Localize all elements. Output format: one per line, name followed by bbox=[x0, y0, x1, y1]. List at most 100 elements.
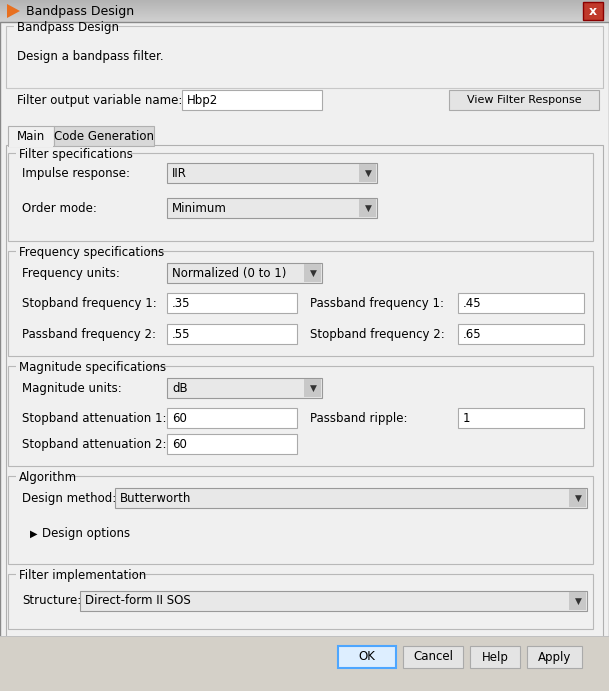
Text: .65: .65 bbox=[463, 328, 482, 341]
Bar bbox=[403, 646, 463, 668]
Text: Normalized (0 to 1): Normalized (0 to 1) bbox=[172, 267, 286, 279]
Text: Cancel: Cancel bbox=[413, 650, 453, 663]
Text: Frequency units:: Frequency units: bbox=[22, 267, 120, 279]
Text: ▼: ▼ bbox=[574, 493, 582, 502]
Bar bbox=[80, 591, 587, 611]
Bar bbox=[0, 1, 609, 2]
Text: Minimum: Minimum bbox=[172, 202, 227, 214]
Text: ▶: ▶ bbox=[30, 529, 38, 539]
Bar bbox=[0, 14, 609, 15]
Bar bbox=[0, 4, 609, 5]
Bar bbox=[0, 636, 609, 637]
Bar bbox=[470, 646, 520, 668]
Bar bbox=[569, 592, 586, 610]
Text: ▼: ▼ bbox=[365, 204, 371, 213]
Text: Stopband attenuation 2:: Stopband attenuation 2: bbox=[22, 437, 166, 451]
Text: Design options: Design options bbox=[42, 527, 130, 540]
Text: .35: .35 bbox=[172, 296, 191, 310]
Text: Stopband frequency 1:: Stopband frequency 1: bbox=[22, 296, 157, 310]
Bar bbox=[0, 19, 609, 20]
Bar bbox=[167, 263, 322, 283]
Bar bbox=[458, 324, 584, 344]
Bar bbox=[16, 152, 131, 155]
Text: .55: .55 bbox=[172, 328, 191, 341]
Bar bbox=[167, 434, 297, 454]
Bar bbox=[8, 366, 593, 466]
Text: ▼: ▼ bbox=[574, 596, 582, 605]
Text: Passband frequency 2:: Passband frequency 2: bbox=[22, 328, 156, 341]
Text: Main: Main bbox=[17, 129, 45, 142]
Bar bbox=[0, 16, 609, 17]
Text: OK: OK bbox=[359, 650, 375, 663]
Bar bbox=[16, 250, 147, 253]
Text: Passband ripple:: Passband ripple: bbox=[310, 412, 407, 424]
Bar bbox=[8, 126, 54, 146]
Text: Algorithm: Algorithm bbox=[19, 471, 77, 484]
Bar bbox=[304, 264, 321, 282]
Text: Bandpass Design: Bandpass Design bbox=[26, 5, 134, 17]
Bar bbox=[0, 8, 609, 9]
Bar bbox=[167, 293, 297, 313]
Bar bbox=[359, 199, 376, 217]
Text: .45: .45 bbox=[463, 296, 482, 310]
Bar bbox=[0, 17, 609, 18]
Bar bbox=[8, 476, 593, 564]
Bar bbox=[167, 198, 377, 218]
Bar bbox=[458, 408, 584, 428]
Text: 60: 60 bbox=[172, 437, 187, 451]
Bar bbox=[0, 18, 609, 19]
Bar bbox=[16, 475, 69, 478]
Bar bbox=[449, 90, 599, 110]
Bar bbox=[0, 13, 609, 14]
Text: Order mode:: Order mode: bbox=[22, 202, 97, 214]
Text: ▼: ▼ bbox=[309, 269, 317, 278]
Bar bbox=[167, 163, 377, 183]
Text: Filter specifications: Filter specifications bbox=[19, 147, 133, 160]
Bar bbox=[8, 251, 593, 356]
Text: Hbp2: Hbp2 bbox=[187, 93, 218, 106]
Text: Impulse response:: Impulse response: bbox=[22, 167, 130, 180]
Bar bbox=[8, 574, 593, 629]
Text: Design method:: Design method: bbox=[22, 491, 116, 504]
Text: Filter output variable name:: Filter output variable name: bbox=[17, 93, 182, 106]
Text: IIR: IIR bbox=[172, 167, 187, 180]
Bar bbox=[359, 164, 376, 182]
Bar bbox=[0, 9, 609, 10]
Text: 1: 1 bbox=[463, 412, 471, 424]
Bar bbox=[0, 3, 609, 4]
Bar bbox=[6, 26, 603, 88]
Bar bbox=[0, 6, 609, 7]
Text: ▼: ▼ bbox=[309, 384, 317, 392]
Text: Direct-form II SOS: Direct-form II SOS bbox=[85, 594, 191, 607]
Bar bbox=[0, 12, 609, 13]
Bar bbox=[54, 126, 154, 146]
Bar bbox=[167, 378, 322, 398]
Bar bbox=[16, 573, 131, 576]
Bar bbox=[0, 11, 609, 12]
Text: Magnitude specifications: Magnitude specifications bbox=[19, 361, 166, 374]
Text: Stopband frequency 2:: Stopband frequency 2: bbox=[310, 328, 445, 341]
Text: Magnitude units:: Magnitude units: bbox=[22, 381, 122, 395]
Bar bbox=[167, 408, 297, 428]
Bar bbox=[338, 646, 396, 668]
Bar bbox=[458, 293, 584, 313]
Bar bbox=[6, 145, 603, 645]
Text: dB: dB bbox=[172, 381, 188, 395]
Text: Code Generation: Code Generation bbox=[54, 129, 154, 142]
Bar bbox=[569, 489, 586, 507]
Bar bbox=[0, 2, 609, 3]
Text: Stopband attenuation 1:: Stopband attenuation 1: bbox=[22, 412, 166, 424]
Text: Help: Help bbox=[482, 650, 509, 663]
Text: Bandpass Design: Bandpass Design bbox=[17, 21, 119, 33]
Bar bbox=[8, 153, 593, 241]
Bar bbox=[0, 0, 609, 1]
Text: Frequency specifications: Frequency specifications bbox=[19, 245, 164, 258]
Bar bbox=[304, 379, 321, 397]
Text: Design a bandpass filter.: Design a bandpass filter. bbox=[17, 50, 164, 62]
Bar bbox=[6, 88, 603, 89]
Bar bbox=[167, 324, 297, 344]
Text: Butterworth: Butterworth bbox=[120, 491, 191, 504]
Text: View Filter Response: View Filter Response bbox=[466, 95, 582, 105]
Bar bbox=[16, 365, 147, 368]
Bar bbox=[0, 5, 609, 6]
